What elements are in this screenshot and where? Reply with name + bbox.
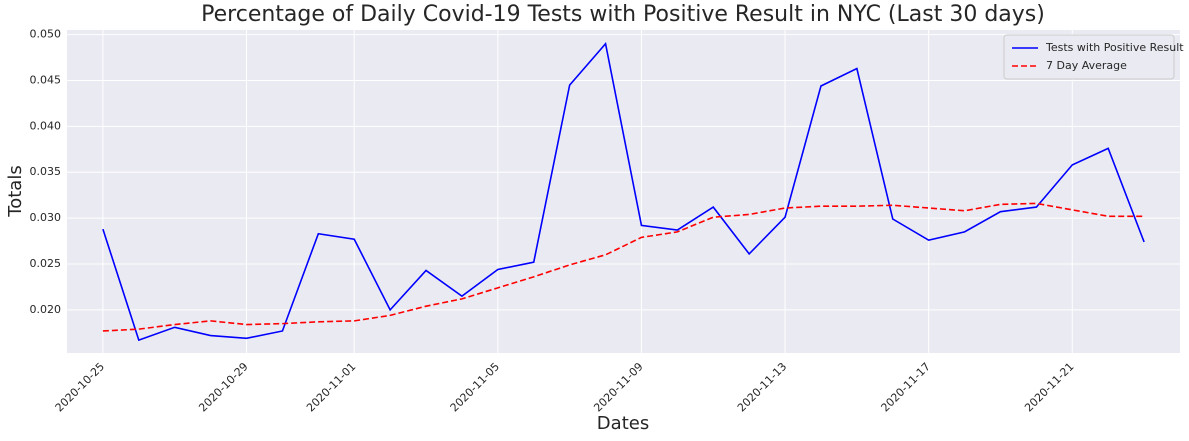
legend-box xyxy=(1003,34,1175,80)
y-axis-label: Totals xyxy=(5,165,26,217)
x-tick-label: 2020-11-09 xyxy=(591,360,645,414)
x-tick-label: 2020-11-01 xyxy=(304,360,358,414)
y-tick-label: 0.040 xyxy=(30,119,62,132)
y-tick-label: 0.045 xyxy=(30,73,62,86)
y-tick-label: 0.035 xyxy=(30,165,62,178)
x-tick-label: 2020-10-25 xyxy=(53,360,107,414)
x-tick-label: 2020-10-29 xyxy=(196,360,250,414)
data-line xyxy=(102,202,1145,332)
y-tick-label: 0.025 xyxy=(30,257,62,270)
y-tick-label: 0.020 xyxy=(30,303,62,316)
legend: Tests with Positive Result 7 Day Average xyxy=(1003,34,1184,80)
legend-label: Tests with Positive Result xyxy=(1045,41,1184,54)
y-tick-label: 0.030 xyxy=(30,211,62,224)
x-axis-label: Dates xyxy=(597,413,649,434)
y-tick-label: 0.050 xyxy=(30,28,62,41)
x-tick-label: 2020-11-05 xyxy=(448,360,502,414)
x-tick-label: 2020-11-21 xyxy=(1022,360,1076,414)
x-tick-label: 2020-11-17 xyxy=(879,360,933,414)
chart-title: Percentage of Daily Covid-19 Tests with … xyxy=(201,2,1045,27)
legend-label: 7 Day Average xyxy=(1046,59,1127,72)
data-line xyxy=(102,42,1145,342)
plot-area xyxy=(67,30,1180,353)
x-tick-label: 2020-11-13 xyxy=(735,360,789,414)
